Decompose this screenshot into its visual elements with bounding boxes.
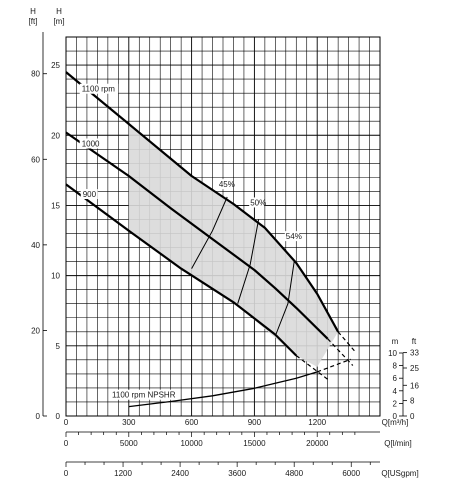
tick-label-flow-usgpm: 3600 — [228, 469, 246, 478]
label-npshr-bg — [110, 389, 175, 400]
plot-frame — [65, 36, 381, 417]
tick-label-head-m: 20 — [51, 131, 60, 140]
curves — [65, 71, 356, 408]
curve-rpm1000-extension — [327, 338, 354, 366]
efficiency-isoline — [191, 196, 228, 269]
axis-unit-npshr-m: m — [392, 337, 399, 346]
tick-label-npshr-m: 0 — [393, 412, 398, 421]
label-rpm1100-bg — [79, 83, 119, 94]
curve-rpm1100-extension — [337, 331, 356, 352]
tick-label-npshr-m: 6 — [393, 374, 398, 383]
axis-title-flow-lmin: Q[l/min] — [384, 439, 412, 448]
tick-label-flow-usgpm: 6000 — [342, 469, 360, 478]
tick-label-npshr-ft: 33 — [410, 349, 419, 358]
tick-label-head-ft: 20 — [31, 326, 40, 335]
tick-label-head-ft: 60 — [31, 155, 40, 164]
label-rpm1100: 1100 rpm — [82, 85, 116, 94]
tick-label-flow-m3h: 900 — [248, 418, 262, 427]
tick-label-npshr-m: 8 — [393, 362, 398, 371]
efficiency-label: 54% — [286, 232, 302, 241]
tick-label-flow-m3h: 300 — [122, 418, 136, 427]
tick-label-flow-usgpm: 1200 — [114, 469, 132, 478]
curve-npshr — [128, 371, 318, 408]
axis-unit-npshr-ft: ft — [412, 337, 417, 346]
tick-label-head-m: 5 — [56, 342, 61, 351]
label-rpm1000-bg — [79, 138, 101, 149]
tick-label-flow-m3h: 1200 — [308, 418, 326, 427]
tick-label-head-ft: 0 — [36, 412, 41, 421]
tick-label-flow-lmin: 20000 — [306, 439, 329, 448]
curve-rpm900 — [65, 183, 298, 357]
tick-label-npshr-ft: 0 — [410, 412, 415, 421]
tick-label-flow-usgpm: 4800 — [285, 469, 303, 478]
label-rpm900-bg — [80, 189, 98, 200]
efficiency-label: 50% — [250, 198, 266, 207]
tick-label-flow-lmin: 10000 — [180, 439, 203, 448]
axis-title-head-ft: H — [30, 7, 36, 16]
tick-label-npshr-m: 2 — [393, 399, 398, 408]
curve-npshr-extension — [316, 358, 351, 373]
efficiency-label: 45% — [219, 180, 235, 189]
tick-label-npshr-ft: 16 — [410, 381, 419, 390]
axis-title-head-m: H — [56, 7, 62, 16]
axis-title-flow-usgpm: Q[USgpm] — [381, 469, 418, 478]
tick-label-head-m: 25 — [51, 61, 60, 70]
efficiency-label-bg — [217, 179, 233, 190]
tick-label-npshr-m: 10 — [388, 349, 397, 358]
label-rpm1000: 1000 — [82, 139, 100, 148]
tick-label-flow-lmin: 5000 — [120, 439, 138, 448]
tick-label-npshr-ft: 8 — [410, 397, 415, 406]
tick-label-flow-lmin: 0 — [64, 439, 69, 448]
tick-label-head-m: 10 — [51, 272, 60, 281]
operating-region-shade — [128, 124, 339, 367]
label-rpm900: 900 — [83, 190, 97, 199]
operating-region — [128, 124, 339, 367]
tick-label-flow-usgpm: 2400 — [171, 469, 189, 478]
tick-label-flow-m3h: 0 — [64, 418, 69, 427]
tick-label-flow-m3h: 600 — [185, 418, 199, 427]
efficiency-isoline — [237, 219, 260, 304]
tick-label-npshr-ft: 25 — [410, 364, 419, 373]
axis-unit-head-ft: [ft] — [29, 17, 38, 26]
axis-title-flow-m3h: Q[m³/h] — [382, 418, 409, 427]
tick-label-npshr-m: 4 — [393, 387, 398, 396]
curve-labels: 1100 rpm 1000 900 1100 rpm NPSHR 45% 50% 54% — [79, 83, 302, 400]
tick-label-flow-usgpm: 0 — [64, 469, 69, 478]
efficiency-label-bg — [249, 197, 265, 208]
efficiency-label-bg — [284, 231, 300, 242]
tick-label-head-ft: 80 — [31, 70, 40, 79]
axis-unit-head-m: [m] — [53, 17, 64, 26]
curve-rpm1000 — [65, 131, 329, 340]
curve-rpm1100 — [65, 71, 340, 333]
tick-label-head-m: 15 — [51, 201, 60, 210]
efficiency-isoline — [274, 261, 295, 337]
tick-label-head-m: 0 — [56, 412, 61, 421]
label-npshr: 1100 rpm NPSHR — [112, 391, 176, 400]
tick-label-head-ft: 40 — [31, 241, 40, 250]
tick-label-flow-lmin: 15000 — [243, 439, 266, 448]
